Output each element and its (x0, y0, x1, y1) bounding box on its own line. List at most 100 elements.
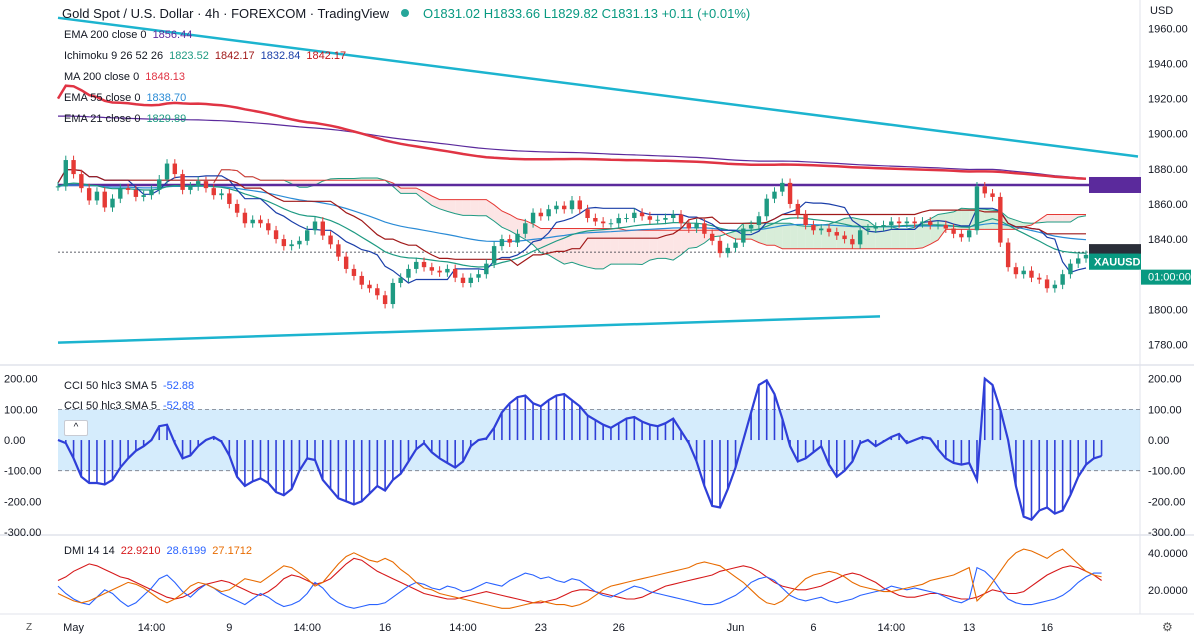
candle (655, 219, 660, 221)
ichimoku-cloud-segment (665, 230, 674, 261)
indicator-legend-row[interactable]: MA 200 close 0 1848.13 (64, 71, 185, 83)
candle (562, 205, 567, 210)
cci-axis-label: -300.00 (1148, 527, 1185, 539)
dmi-value: 27.1712 (212, 545, 253, 557)
ichimoku-base-line (57, 169, 1086, 267)
price-tag-label: 1832.58 (1146, 247, 1186, 259)
ichimoku-cloud-segment (603, 228, 611, 269)
candle (499, 239, 505, 247)
candle (460, 277, 466, 283)
candle (647, 216, 653, 220)
candle (865, 228, 871, 231)
ohlc-readout: O1831.02 H1833.66 L1829.82 C1831.13 +0.1… (423, 6, 751, 21)
ichimoku-cloud-segment (1062, 214, 1071, 222)
candle (476, 274, 481, 278)
candle (787, 182, 793, 204)
candle (889, 221, 894, 226)
ichimoku-cloud-segment (696, 230, 705, 248)
ichimoku-cloud-segment (486, 199, 495, 222)
symbol-tag-label: XAUUSD (1094, 257, 1141, 269)
ichimoku-cloud-segment (1047, 214, 1055, 222)
time-tick-label: 14:00 (138, 622, 166, 634)
collapse-pane-button[interactable]: ^ (64, 420, 88, 436)
market-open-dot (401, 9, 410, 17)
candle (1076, 258, 1081, 264)
time-tick-label: 14:00 (878, 622, 906, 634)
rising-trendline (57, 315, 881, 344)
cci-axis-label: -200.00 (1148, 496, 1185, 508)
chart-header: Gold Spot / U.S. Dollar · 4h · FOREXCOM … (62, 6, 750, 21)
ichimoku-cloud-segment (1039, 214, 1048, 223)
candle (920, 221, 925, 224)
cci-legend-row[interactable]: CCI 50 hlc3 SMA 5 -52.88 (64, 380, 194, 392)
price-tick-label: 1860.00 (1148, 199, 1188, 211)
candle (881, 225, 886, 227)
ichimoku-cloud-segment (595, 228, 604, 269)
candle (935, 225, 941, 227)
candle (102, 191, 107, 208)
ichimoku-span-b (213, 169, 1086, 250)
ichimoku-cloud-segment (447, 199, 456, 214)
timezone-icon[interactable]: Z (26, 622, 33, 633)
candle (678, 214, 684, 224)
candle (195, 181, 201, 187)
ichimoku-cloud-segment (688, 230, 697, 249)
indicator-label: MA 200 close 0 (64, 71, 140, 83)
cci-legend-row[interactable]: CCI 50 hlc3 SMA 5 -52.88 (64, 400, 194, 412)
candle (219, 193, 224, 196)
candle (966, 230, 972, 238)
indicator-legend-row[interactable]: EMA 55 close 0 1838.70 (64, 92, 186, 104)
candle (157, 179, 162, 190)
ichimoku-cloud-segment (914, 222, 923, 249)
candle (904, 221, 910, 224)
dmi-legend[interactable]: DMI 14 14 22.9210 28.6199 27.1712 (64, 545, 252, 557)
candle (928, 221, 933, 226)
candle (1068, 263, 1073, 275)
time-tick-label: 14:00 (293, 622, 321, 634)
candle (577, 200, 582, 210)
indicator-legend-row[interactable]: Ichimoku 9 26 52 26 1823.52 1842.17 1832.84… (64, 50, 346, 62)
candle (118, 188, 123, 199)
indicator-value: 1842.17 (214, 50, 255, 62)
candle (990, 193, 995, 197)
candle (803, 214, 808, 226)
candle (320, 221, 325, 236)
countdown-tag (1141, 269, 1191, 285)
price-tick-label: 1880.00 (1148, 164, 1188, 176)
ichimoku-cloud-segment (938, 213, 946, 240)
time-tick-label: 14:00 (449, 622, 477, 634)
candle (834, 232, 839, 236)
candle (164, 163, 170, 180)
indicator-legend-row[interactable]: EMA 200 close 0 1856.44 (64, 29, 192, 41)
candle (343, 256, 349, 269)
candle (429, 267, 435, 271)
candle (709, 233, 715, 241)
ichimoku-cloud-segment (805, 226, 814, 249)
candle (616, 218, 621, 224)
candle (390, 282, 396, 305)
indicator-label: Ichimoku 9 26 52 26 (64, 50, 164, 62)
ichimoku-cloud-segment (462, 199, 471, 216)
candle (1060, 274, 1065, 285)
time-tick-label: 23 (535, 622, 547, 634)
candle (141, 195, 146, 197)
ichimoku-cloud-segment (774, 223, 783, 249)
indicator-legend-row[interactable]: EMA 21 close 0 1829.89 (64, 113, 186, 125)
gear-icon[interactable]: ⚙ (1162, 620, 1173, 634)
candle (133, 189, 139, 197)
ichimoku-cloud-segment (930, 214, 939, 245)
time-tick-label: 9 (226, 622, 232, 634)
cci-label: CCI 50 hlc3 SMA 5 (64, 400, 157, 412)
candle (585, 209, 590, 218)
ichimoku-cloud-segment (797, 225, 806, 249)
ema-200-line (58, 115, 1087, 179)
candle (125, 188, 131, 190)
time-tick-label: May (63, 622, 84, 634)
indicator-value: 1829.89 (146, 113, 187, 125)
candle (305, 230, 310, 241)
candle (281, 239, 287, 247)
currency-label[interactable]: USD (1150, 5, 1174, 17)
candle (639, 212, 645, 217)
time-tick-label: 13 (963, 622, 975, 634)
